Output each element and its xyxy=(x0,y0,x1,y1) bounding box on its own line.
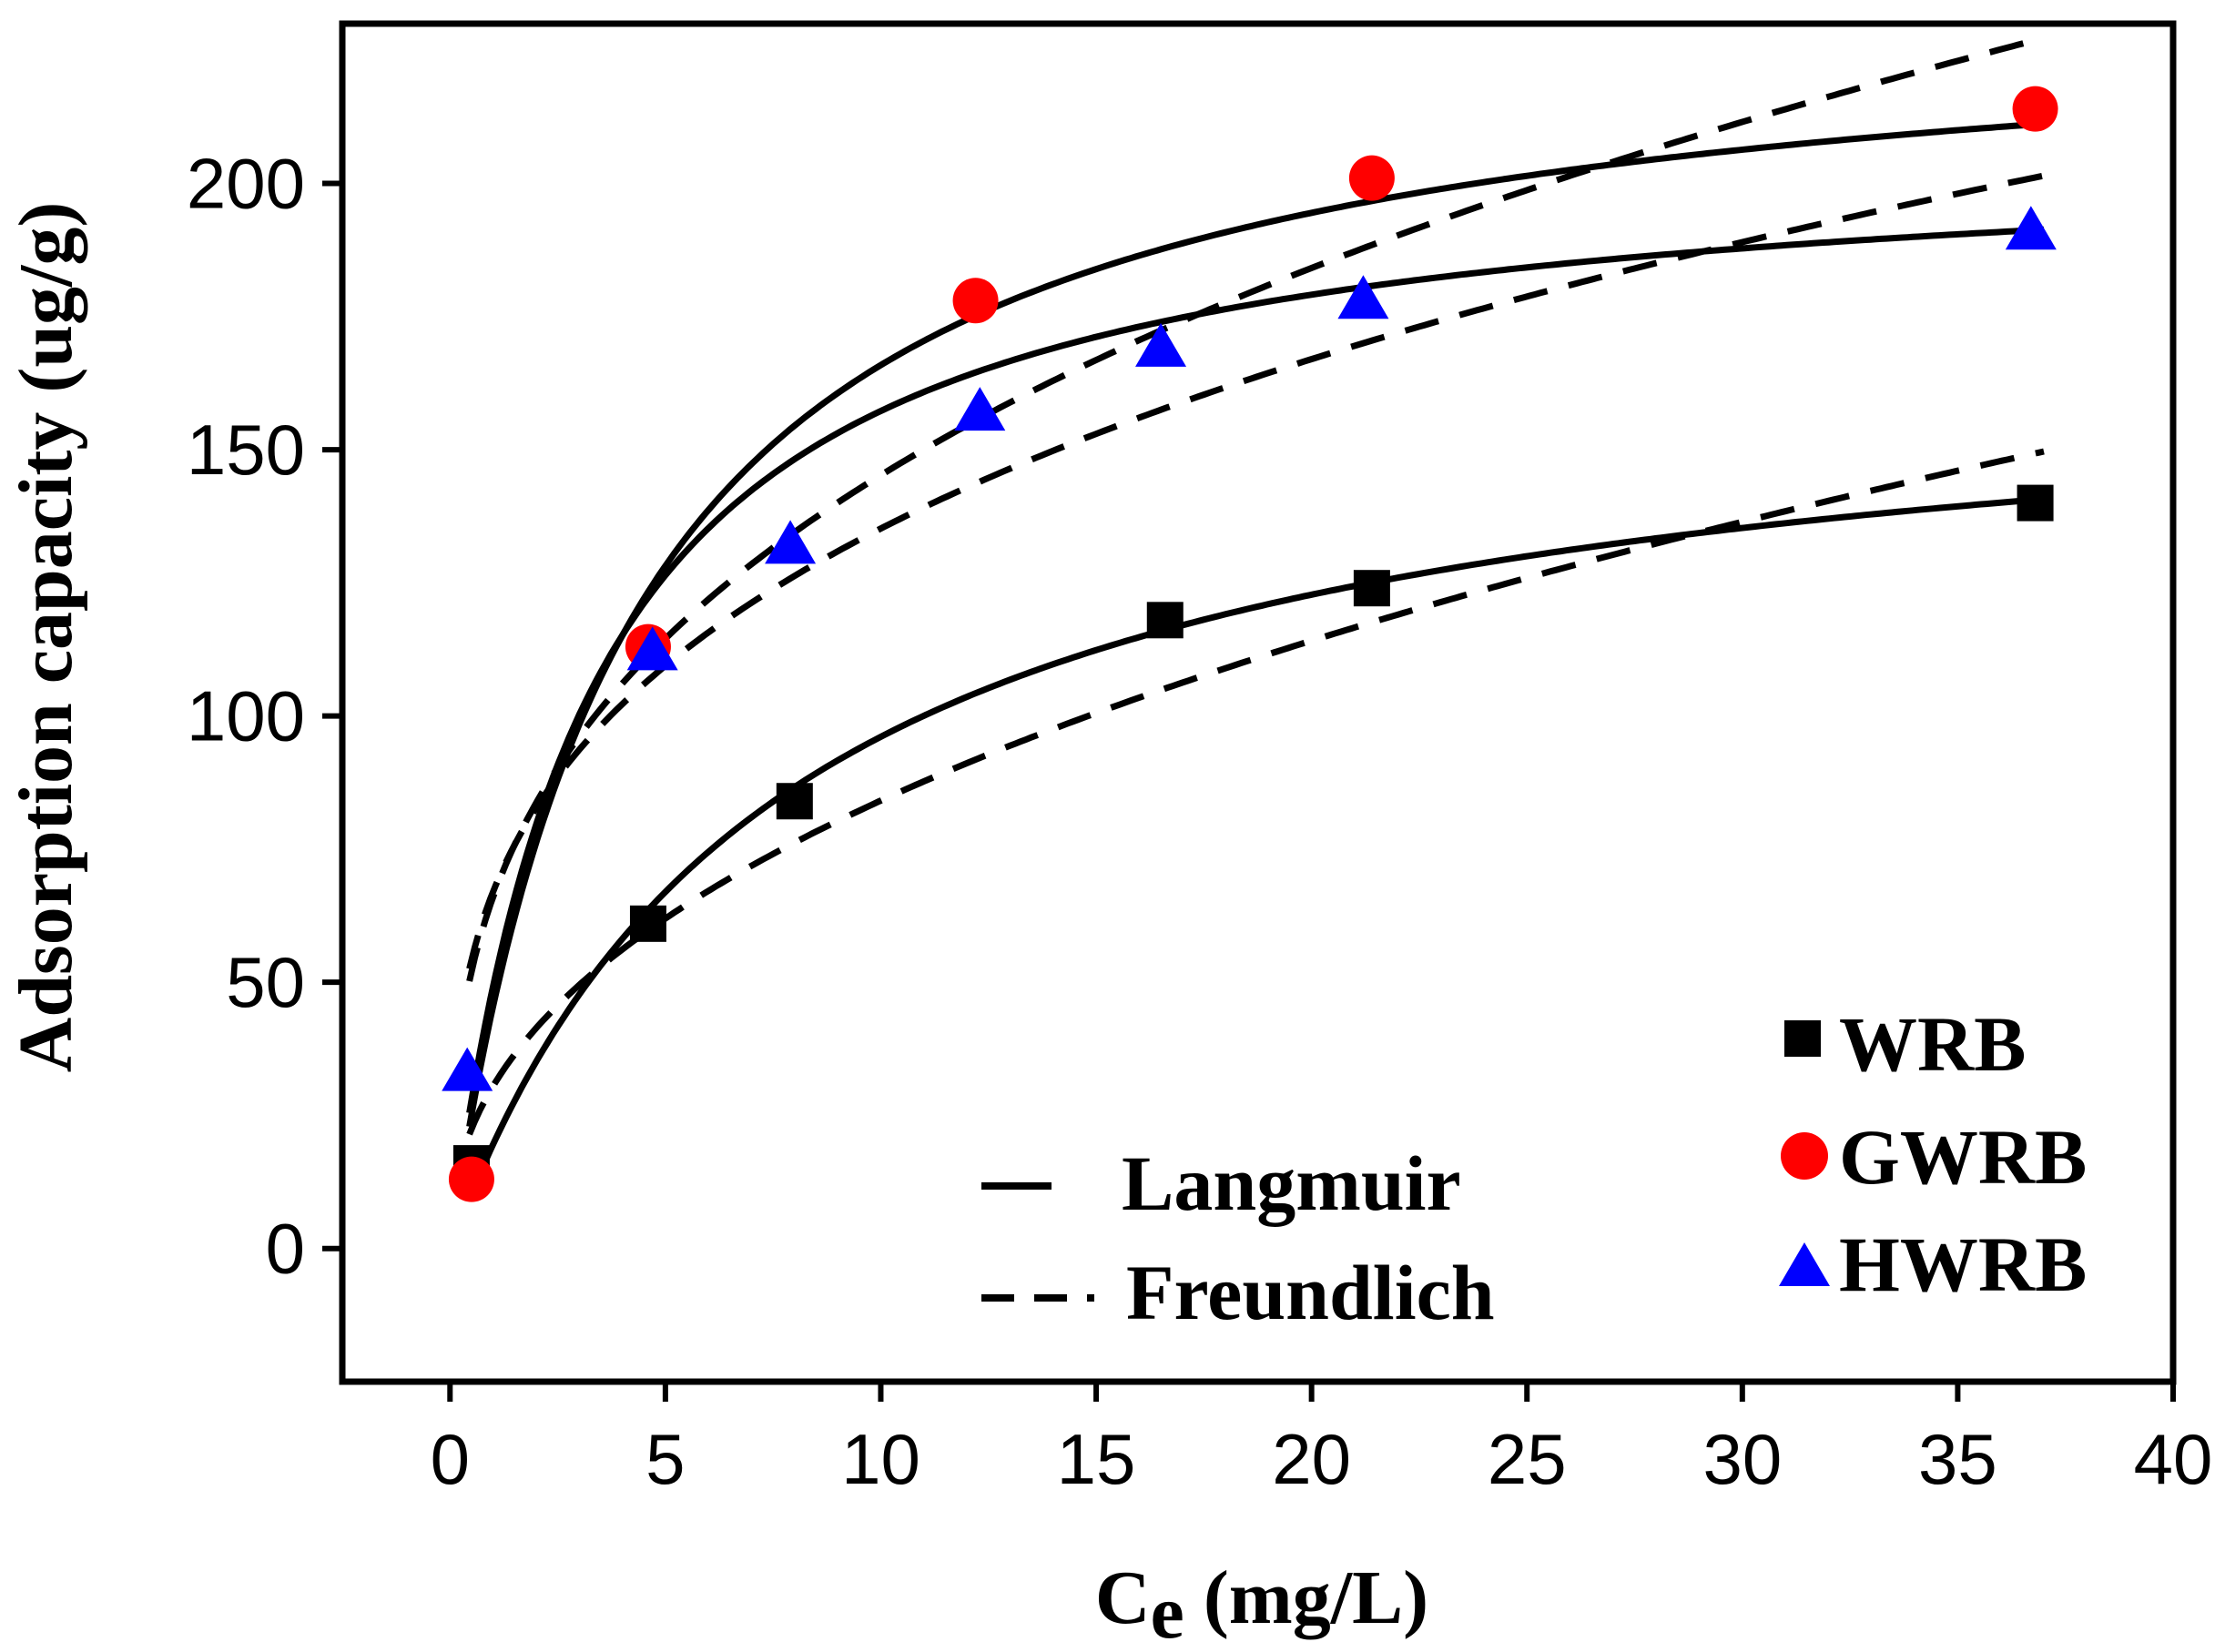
point-hwrb-5 xyxy=(1337,275,1389,319)
x-tick-label-0: 0 xyxy=(431,1419,470,1499)
fit-legend: Langmuir Freundlich xyxy=(981,1140,1495,1336)
point-gwrb-4 xyxy=(2012,86,2058,132)
x-tick-label-5: 25 xyxy=(1488,1419,1567,1499)
x-tick-label-6: 30 xyxy=(1702,1419,1782,1499)
y-axis-ticks: 0 50 100 150 200 xyxy=(187,144,342,1289)
point-gwrb-3 xyxy=(1348,155,1395,201)
point-hwrb-3 xyxy=(954,387,1006,431)
x-tick-label-1: 5 xyxy=(645,1419,685,1499)
x-tick-label-4: 20 xyxy=(1272,1419,1351,1499)
x-axis-title-sub: e xyxy=(1151,1570,1184,1652)
langmuir-fit-wrb xyxy=(466,495,2045,1201)
plot-frame xyxy=(339,20,2177,1385)
point-hwrb-0 xyxy=(442,1047,493,1091)
point-wrb-2 xyxy=(776,783,813,820)
point-wrb-5 xyxy=(2017,484,2054,522)
x-tick-label-8: 40 xyxy=(2134,1419,2213,1499)
x-axis-ticks: 0 5 10 15 20 25 30 35 40 xyxy=(431,1382,2213,1499)
x-tick-label-3: 15 xyxy=(1057,1419,1136,1499)
legend-wrb-label: WRB xyxy=(1839,1000,2026,1088)
x-tick-label-2: 10 xyxy=(841,1419,920,1499)
x-axis-title: Ce (mg/L) xyxy=(1095,1556,1428,1652)
legend-gwrb-marker xyxy=(1781,1132,1828,1180)
legend-gwrb-label: GWRB xyxy=(1839,1113,2087,1201)
langmuir-fit-gwrb xyxy=(466,120,2045,1128)
y-tick-label-2: 100 xyxy=(187,676,305,756)
point-gwrb-2 xyxy=(952,278,999,324)
y-tick-label-3: 150 xyxy=(187,410,305,490)
y-axis-title: Adsorption capacity (ug/g) xyxy=(4,202,88,1073)
point-hwrb-4 xyxy=(1135,322,1187,367)
langmuir-fit-hwrb xyxy=(466,226,2045,1114)
legend-hwrb-label: HWRB xyxy=(1839,1221,2087,1308)
data-points xyxy=(442,86,2058,1202)
x-axis-title-unit: (mg/L) xyxy=(1184,1556,1428,1640)
freundlich-fit-gwrb xyxy=(466,35,2045,982)
point-wrb-3 xyxy=(1146,602,1184,639)
freundlich-fit-wrb xyxy=(466,448,2045,1136)
legend-langmuir-label: Langmuir xyxy=(1122,1140,1461,1227)
legend-hwrb-marker xyxy=(1779,1242,1830,1286)
x-tick-label-7: 35 xyxy=(1918,1419,1997,1499)
legend-freundlich-label: Freundlich xyxy=(1126,1249,1495,1336)
point-gwrb-0 xyxy=(448,1156,494,1202)
marker-legend: WRB GWRB HWRB xyxy=(1779,1000,2087,1308)
point-wrb-1 xyxy=(629,905,666,942)
point-wrb-4 xyxy=(1353,570,1390,607)
fit-curves xyxy=(466,35,2045,1201)
y-tick-label-1: 50 xyxy=(226,942,305,1022)
freundlich-fit-hwrb xyxy=(466,172,2045,970)
y-tick-label-4: 200 xyxy=(187,144,305,224)
y-tick-label-0: 0 xyxy=(266,1209,305,1289)
x-axis-title-main: C xyxy=(1095,1556,1151,1640)
legend-wrb-marker xyxy=(1784,1020,1821,1057)
point-hwrb-2 xyxy=(765,520,817,564)
point-hwrb-6 xyxy=(2005,206,2057,250)
point-hwrb-1 xyxy=(626,626,678,671)
